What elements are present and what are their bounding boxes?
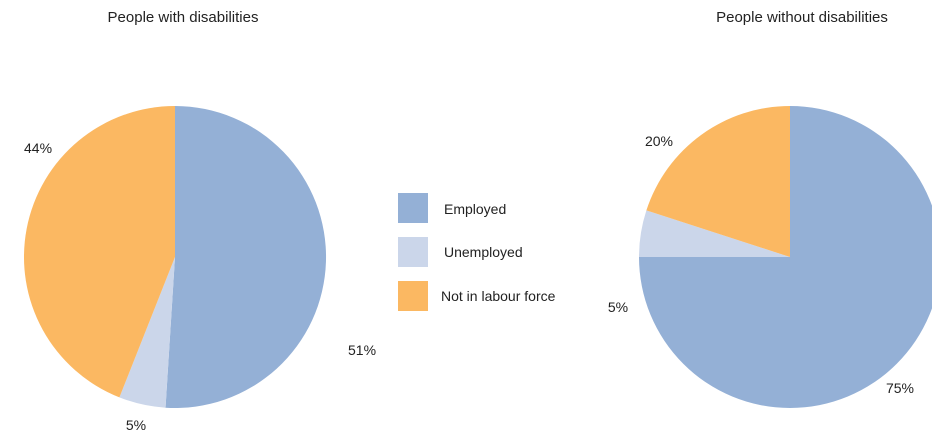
- pie-right-slice-employed: [639, 106, 932, 408]
- legend-label-not-in-labour-force: Not in labour force: [441, 288, 556, 304]
- chart-title-right: People without disabilities: [716, 9, 888, 26]
- pie-left-slice-not-in-labour-force: [23, 105, 175, 398]
- legend: Employed Unemployed Not in labour force: [398, 193, 556, 311]
- pie-right-slice-unemployed: [639, 210, 790, 257]
- legend-swatch-not-in-labour-force: [398, 281, 428, 311]
- pie-right: 75% 5% 20%: [608, 106, 932, 408]
- pie-right-label-unemployed: 5%: [608, 299, 628, 315]
- chart-title-left: People with disabilities: [108, 9, 259, 26]
- pie-right-slice-not-in-labour-force: [646, 106, 790, 257]
- pie-left-label-unemployed: 5%: [126, 417, 146, 433]
- legend-label-unemployed: Unemployed: [444, 244, 523, 260]
- pie-left: 51% 5% 44%: [23, 105, 376, 433]
- legend-label-employed: Employed: [444, 201, 506, 217]
- pie-left-label-employed: 51%: [348, 342, 376, 358]
- pie-right-label-not-in-labour-force: 20%: [645, 133, 673, 149]
- pie-left-slice-employed: [165, 105, 327, 408]
- legend-swatch-unemployed: [398, 237, 428, 267]
- pie-left-label-not-in-labour-force: 44%: [24, 140, 52, 156]
- pie-right-label-employed: 75%: [886, 380, 914, 396]
- legend-swatch-employed: [398, 193, 428, 223]
- pie-left-slice-unemployed: [119, 257, 175, 408]
